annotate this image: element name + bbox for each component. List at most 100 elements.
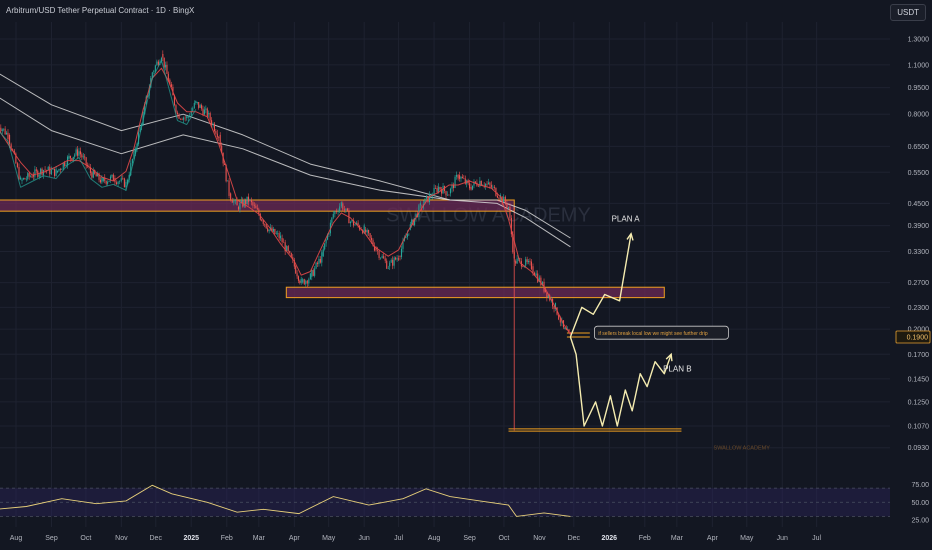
annotation-watermark-small: SWALLOW ACADEMY: [714, 445, 771, 451]
time-tick-label: 2026: [602, 535, 618, 542]
candle-body: [79, 151, 81, 155]
candle-body: [99, 179, 102, 183]
candle-body: [290, 252, 292, 258]
candle-body: [22, 178, 24, 180]
candle-body: [239, 202, 241, 210]
candle-body: [286, 246, 288, 252]
candle-body: [415, 213, 417, 219]
candle-body: [303, 279, 305, 285]
candle-body: [82, 156, 84, 158]
candle-body: [30, 176, 32, 177]
candle-body: [448, 194, 450, 196]
candle-body: [457, 174, 459, 179]
candle-body: [516, 258, 518, 264]
candle-body: [225, 164, 227, 182]
time-tick-label: Sep: [45, 535, 58, 542]
candle-body: [351, 220, 353, 222]
time-tick-label: May: [322, 535, 336, 542]
candle-body: [215, 131, 217, 134]
candle-body: [546, 291, 548, 298]
candle-body: [498, 197, 500, 199]
candle-body: [377, 250, 379, 252]
candle-body: [446, 194, 449, 196]
candle-body: [95, 173, 97, 177]
candle-body: [553, 306, 555, 309]
candle-body: [380, 257, 382, 259]
time-tick-label: Apr: [289, 535, 301, 542]
candle-body: [59, 169, 61, 170]
candle-body: [196, 102, 198, 104]
candle-body: [69, 155, 71, 159]
candle-body: [77, 149, 79, 156]
price-tick-label: 0.8000: [908, 112, 930, 119]
candle-body: [134, 148, 137, 154]
candle-body: [470, 187, 472, 190]
candle-body: [513, 252, 515, 259]
candle-body: [297, 276, 299, 281]
candle-body: [201, 105, 203, 109]
candle-body: [558, 314, 560, 320]
moving-average-fast: [0, 67, 571, 335]
candle-body: [55, 169, 57, 176]
candle-body: [208, 113, 210, 115]
price-tick-label: 0.2700: [908, 280, 930, 287]
candle-body: [4, 128, 6, 135]
candle-body: [165, 64, 167, 68]
time-tick-label: Oct: [80, 535, 91, 542]
projection-plan-a-arrowhead: [626, 232, 634, 241]
candle-body: [532, 266, 534, 273]
candle-body: [411, 219, 413, 225]
candle-body: [529, 261, 531, 262]
candle-body: [75, 149, 77, 155]
candle-body: [206, 108, 208, 117]
candle-body: [212, 123, 214, 126]
candle-body: [324, 243, 326, 250]
candle-body: [72, 156, 74, 160]
candle-body: [130, 163, 132, 176]
candle-body: [452, 184, 455, 188]
candle-body: [278, 233, 280, 239]
candle-body: [61, 168, 63, 170]
price-tick-label: 0.5500: [908, 170, 930, 177]
candle-body: [339, 206, 341, 212]
annotation-plan-b: PLAN B: [663, 365, 691, 374]
price-tick-label: 0.9500: [908, 85, 930, 92]
candle-body: [231, 199, 233, 203]
candle-body: [528, 261, 530, 263]
candle-body: [262, 220, 264, 224]
time-tick-label: Oct: [498, 535, 509, 542]
candle-body: [275, 233, 277, 235]
candle-body: [519, 258, 521, 259]
candle-body: [156, 61, 158, 66]
candle-body: [428, 194, 431, 203]
candle-body: [314, 268, 316, 276]
candle-body: [49, 166, 51, 175]
candle-body: [35, 169, 37, 171]
candle-body: [504, 196, 506, 203]
candle-body: [418, 205, 420, 217]
supply-demand-zone-2: [285, 286, 665, 299]
candle-body: [396, 258, 398, 260]
annotation-note-box: [594, 325, 729, 340]
candle-body: [175, 105, 177, 113]
candle-body: [456, 174, 458, 177]
candle-body: [1, 129, 3, 131]
candle-body: [21, 179, 23, 181]
candle-body: [375, 246, 377, 251]
currency-badge[interactable]: USDT: [890, 4, 926, 21]
price-tick-label: 0.1070: [908, 424, 930, 431]
candle-body: [541, 281, 543, 286]
candle-body: [250, 199, 253, 203]
candle-body: [258, 209, 260, 215]
candle-body: [352, 220, 355, 226]
candle-body: [436, 188, 438, 192]
candle-body: [390, 259, 392, 263]
candle-body: [451, 184, 453, 189]
candle-body: [284, 242, 286, 252]
candle-body: [454, 176, 456, 188]
candle-body: [228, 180, 230, 196]
time-tick-label: Dec: [150, 535, 163, 542]
candle-body: [117, 181, 119, 184]
candle-body: [133, 149, 135, 159]
